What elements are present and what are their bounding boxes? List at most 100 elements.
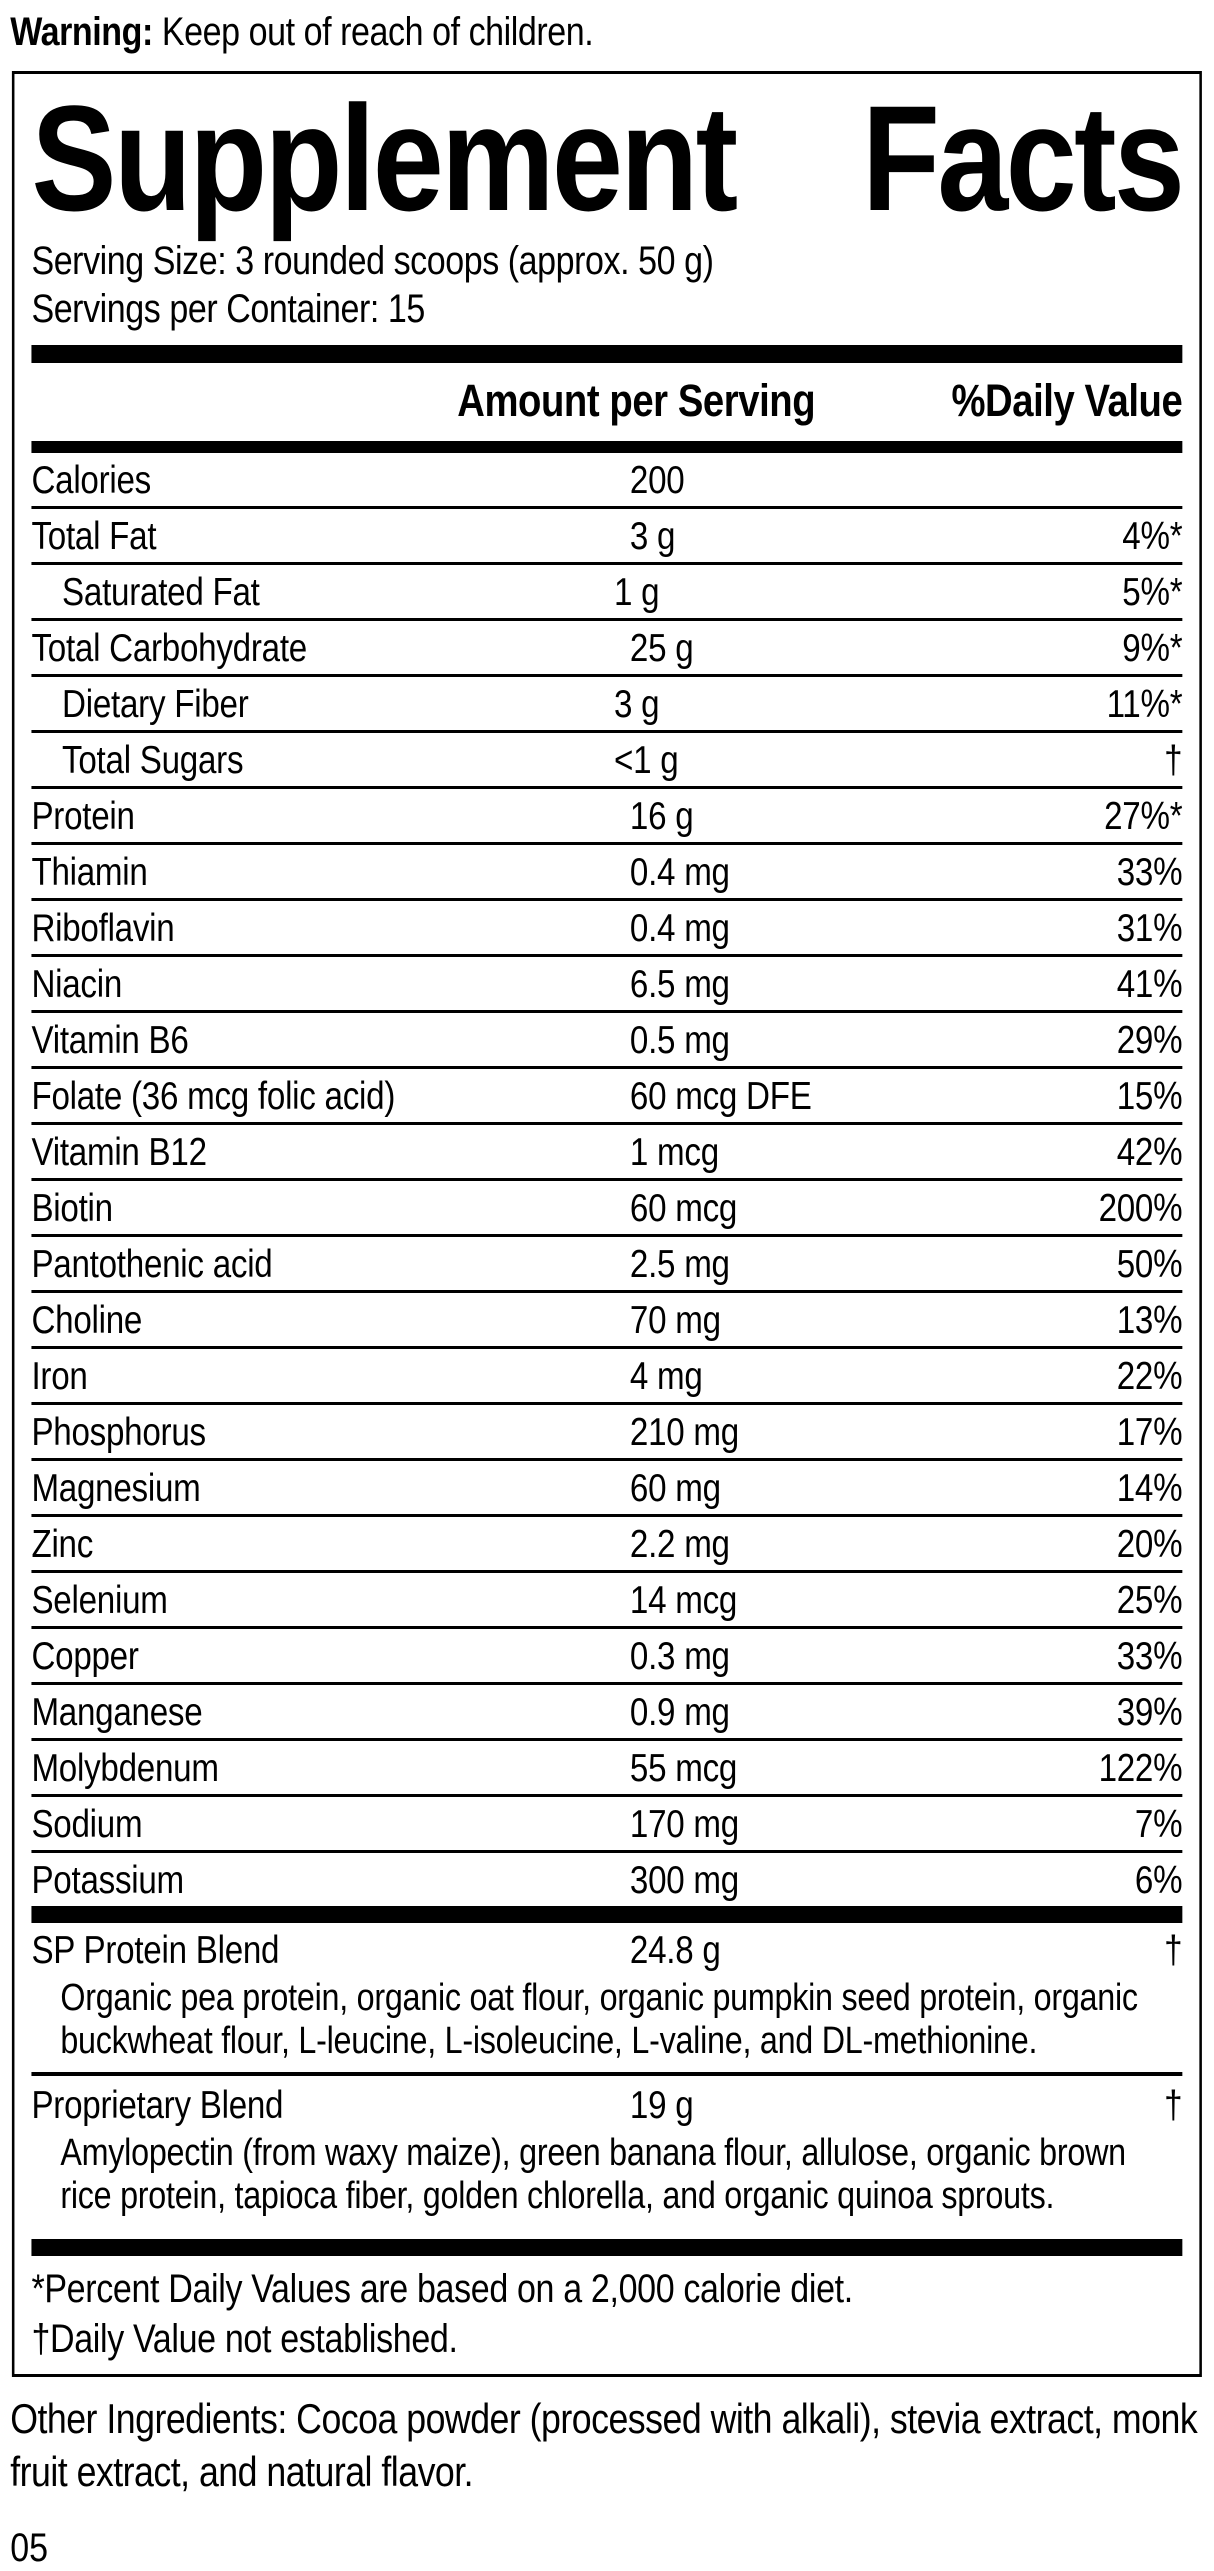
table-row: Total Fat 3 g 4%* <box>31 509 1183 565</box>
nutrient-daily-value: 13% <box>1116 1298 1183 1342</box>
nutrient-name: Total Fat <box>31 514 157 558</box>
separator-bar-footnotes <box>31 2239 1183 2257</box>
footnotes: *Percent Daily Values are based on a 2,0… <box>31 2256 1182 2370</box>
table-row: Total Sugars <1 g † <box>31 733 1183 789</box>
nutrient-name: Folate (36 mcg folic acid) <box>31 1074 396 1118</box>
table-row: Thiamin 0.4 mg 33% <box>31 845 1183 901</box>
nutrient-name: Iron <box>31 1354 88 1398</box>
table-row: Copper 0.3 mg 33% <box>31 1629 1183 1685</box>
column-header-daily-value: %Daily Value <box>951 375 1183 426</box>
separator-bar-header <box>31 441 1183 453</box>
nutrient-name: Biotin <box>31 1186 113 1230</box>
blend-amount: 24.8 g <box>629 1929 721 1972</box>
nutrient-name: Copper <box>31 1634 139 1678</box>
blend-rows: SP Protein Blend 24.8 g † Organic pea prote… <box>31 1923 1183 2225</box>
nutrient-name: Choline <box>31 1298 143 1342</box>
blend-amount: 19 g <box>629 2084 694 2128</box>
separator-bar-blends <box>31 1906 1183 1923</box>
nutrient-daily-value: 9%* <box>1122 626 1183 670</box>
nutrient-daily-value: 6% <box>1134 1858 1183 1902</box>
nutrient-daily-value: 33% <box>1116 850 1183 894</box>
table-row: Vitamin B6 0.5 mg 29% <box>31 1013 1183 1069</box>
table-row: Choline 70 mg 13% <box>31 1293 1183 1349</box>
nutrient-name: Protein <box>31 794 135 838</box>
nutrient-daily-value: 14% <box>1116 1466 1183 1510</box>
footnote-dagger: †Daily Value not established. <box>31 2317 458 2362</box>
blend-description: Amylopectin (from waxy maize), green ban… <box>60 2132 1126 2217</box>
nutrient-name: Molybdenum <box>31 1746 219 1790</box>
nutrient-amount: 3 g <box>614 682 660 726</box>
nutrient-name: Vitamin B12 <box>31 1130 207 1174</box>
nutrient-daily-value: 5%* <box>1122 570 1183 614</box>
nutrient-amount: 0.4 mg <box>629 850 730 894</box>
nutrient-amount: 0.5 mg <box>629 1018 730 1062</box>
nutrient-daily-value: 50% <box>1116 1242 1183 1286</box>
nutrient-daily-value: 17% <box>1116 1410 1183 1454</box>
table-row: Selenium 14 mcg 25% <box>31 1573 1183 1629</box>
table-header: Amount per Serving %Daily Value <box>31 363 1183 441</box>
table-row: Iron 4 mg 22% <box>31 1349 1183 1405</box>
nutrient-amount: 4 mg <box>629 1354 703 1398</box>
nutrient-name: Magnesium <box>31 1466 201 1510</box>
nutrient-daily-value: 11%* <box>1106 682 1183 726</box>
table-row: Vitamin B12 1 mcg 42% <box>31 1125 1183 1181</box>
serving-size: Serving Size: 3 rounded scoops (approx. … <box>31 239 714 283</box>
nutrient-name: Pantothenic acid <box>31 1242 273 1286</box>
nutrient-name: Vitamin B6 <box>31 1018 189 1062</box>
nutrient-daily-value: 22% <box>1116 1354 1183 1398</box>
table-row: Molybdenum 55 mcg 122% <box>31 1741 1183 1797</box>
nutrient-amount: 60 mg <box>629 1466 721 1510</box>
nutrient-amount: 200 <box>629 458 685 502</box>
nutrient-amount: 1 g <box>614 570 660 614</box>
table-row: Riboflavin 0.4 mg 31% <box>31 901 1183 957</box>
nutrient-amount: 14 mcg <box>629 1578 738 1622</box>
servings-per-container: Servings per Container: 15 <box>31 287 425 331</box>
table-row: Zinc 2.2 mg 20% <box>31 1517 1183 1573</box>
table-row: Phosphorus 210 mg 17% <box>31 1405 1183 1461</box>
nutrient-amount: 2.2 mg <box>629 1522 730 1566</box>
nutrient-amount: 170 mg <box>629 1802 739 1846</box>
nutrient-daily-value: 7% <box>1134 1802 1183 1846</box>
nutrient-amount: 1 mcg <box>629 1130 719 1174</box>
nutrient-name: Potassium <box>31 1858 184 1902</box>
blend-daily-value: † <box>1164 2084 1183 2128</box>
table-row: Niacin 6.5 mg 41% <box>31 957 1183 1013</box>
blend-name: Proprietary Blend <box>31 2084 284 2128</box>
nutrient-daily-value: 27%* <box>1104 794 1183 838</box>
nutrient-amount: 25 g <box>629 626 694 670</box>
nutrient-name: Total Carbohydrate <box>31 626 307 670</box>
blend-description: Organic pea protein, organic oat flour, … <box>60 1977 1138 2062</box>
nutrient-amount: 70 mg <box>629 1298 721 1342</box>
nutrient-amount: 60 mcg <box>629 1186 738 1230</box>
nutrient-name: Dietary Fiber <box>62 682 249 726</box>
blend-daily-value: † <box>1164 1929 1183 1972</box>
table-row: Potassium 300 mg 6% <box>31 1853 1182 1906</box>
nutrient-amount: 6.5 mg <box>629 962 730 1006</box>
nutrient-daily-value: 41% <box>1116 962 1183 1006</box>
nutrient-amount: 3 g <box>629 514 676 558</box>
other-ingredients: Other Ingredients: Cocoa powder (process… <box>10 2395 1198 2495</box>
nutrient-daily-value: 15% <box>1116 1074 1183 1118</box>
nutrient-amount: 55 mcg <box>629 1746 738 1790</box>
table-row: Pantothenic acid 2.5 mg 50% <box>31 1237 1183 1293</box>
panel-title: Supplement Facts <box>31 74 1185 242</box>
nutrient-amount: 0.9 mg <box>629 1690 730 1734</box>
nutrient-name: Calories <box>31 458 152 502</box>
nutrient-name: Phosphorus <box>31 1410 206 1454</box>
nutrient-amount: 16 g <box>629 794 694 838</box>
supplement-facts-panel: Supplement Facts Serving Size: 3 rounded… <box>11 71 1202 2378</box>
table-row: Protein 16 g 27%* <box>31 789 1183 845</box>
nutrient-daily-value: † <box>1164 738 1183 782</box>
nutrient-name: Riboflavin <box>31 906 175 950</box>
nutrient-name: Sodium <box>31 1802 143 1846</box>
warning-label: Warning: <box>10 10 153 54</box>
title-word-facts: Facts <box>862 74 1185 242</box>
nutrient-amount: 60 mcg DFE <box>629 1074 812 1118</box>
table-row: Biotin 60 mcg 200% <box>31 1181 1183 1237</box>
table-row: Folate (36 mcg folic acid) 60 mcg DFE 15% <box>31 1069 1183 1125</box>
column-header-amount: Amount per Serving <box>457 375 816 426</box>
nutrient-name: Zinc <box>31 1522 94 1566</box>
page-number: 05 <box>10 2526 49 2571</box>
footnote-asterisk: *Percent Daily Values are based on a 2,0… <box>31 2267 853 2312</box>
nutrient-name: Thiamin <box>31 850 148 894</box>
